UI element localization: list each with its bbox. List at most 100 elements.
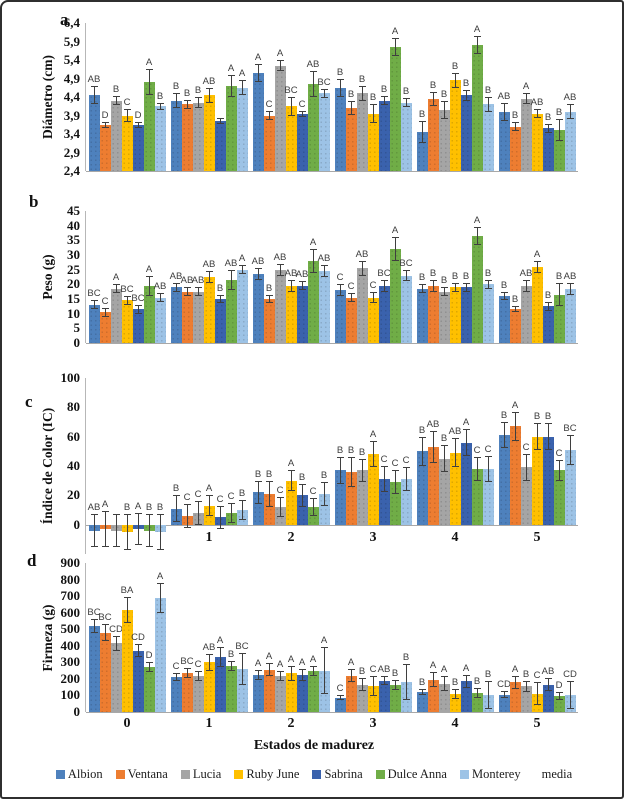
bar-ruby-june-state1 <box>203 662 215 712</box>
bar-dulce-anna-state5 <box>553 294 565 343</box>
error-bar <box>145 275 153 297</box>
error-bar <box>347 101 355 115</box>
error-bar <box>511 122 519 132</box>
significance-letter: A <box>522 81 530 93</box>
x-axis-line <box>86 171 578 172</box>
error-bar <box>265 294 273 304</box>
bar-albion-state3 <box>334 470 346 525</box>
legend-item-monterey: Monterey <box>459 767 521 782</box>
bar-albion-state4 <box>416 288 428 343</box>
bar-ruby-june-state2 <box>285 480 297 525</box>
legend-item-ruby-june: Ruby June <box>234 767 299 782</box>
error-bar <box>555 460 563 481</box>
error-bar <box>183 99 191 109</box>
x-axis-title: Estados de madurez <box>253 738 375 753</box>
significance-letter: A <box>533 248 541 260</box>
significance-letter: A <box>298 656 306 668</box>
significance-letter: AB <box>448 426 462 438</box>
significance-letter: B <box>500 279 508 291</box>
error-bar <box>276 671 284 682</box>
error-bar <box>484 455 492 483</box>
error-bar <box>462 89 470 101</box>
error-bar <box>336 78 344 97</box>
error-bar <box>451 438 459 468</box>
bar-ruby-june-state4 <box>449 80 461 171</box>
bar-lucia-state3 <box>356 684 368 712</box>
bar-sabrina-state5 <box>542 128 554 171</box>
error-bar <box>172 495 180 522</box>
error-bar <box>320 647 328 694</box>
bar-lucia-state4 <box>438 683 450 712</box>
significance-letter: A <box>276 659 284 671</box>
error-bar <box>380 466 388 493</box>
bar-sabrina-state4 <box>460 681 472 712</box>
x-tick-label: 5 <box>533 716 541 731</box>
bar-lucia-state3 <box>356 93 368 171</box>
bar-dulce-anna-state2 <box>307 671 319 712</box>
bar-sabrina-state1 <box>214 657 226 712</box>
error-bar <box>358 458 366 483</box>
error-bar <box>369 104 377 123</box>
bar-albion-state0 <box>88 304 100 343</box>
error-bar <box>134 644 142 658</box>
error-bar <box>254 268 262 280</box>
y-axis-line <box>85 211 86 343</box>
bar-ruby-june-state2 <box>285 285 297 343</box>
bar-ruby-june-state4 <box>449 452 461 525</box>
significance-letter: BC <box>563 423 577 435</box>
significance-letter: D <box>101 109 109 121</box>
significance-letter: B <box>347 89 355 101</box>
error-bar <box>101 307 109 317</box>
significance-letter: A <box>227 62 235 74</box>
significance-letter: BC <box>399 257 413 269</box>
error-bar <box>462 282 470 292</box>
error-bar <box>298 281 306 291</box>
bar-ventana-state4 <box>427 285 439 343</box>
x-axis-line <box>86 712 578 713</box>
significance-letter: C <box>336 683 344 695</box>
significance-letter: A <box>309 237 317 249</box>
bar-dulce-anna-state4 <box>471 468 483 525</box>
error-bar <box>555 692 563 701</box>
y-tick-label: 5 <box>73 320 81 336</box>
error-bar <box>309 498 317 516</box>
significance-letter: B <box>462 270 470 282</box>
y-axis-line <box>85 563 86 712</box>
error-bar <box>238 653 246 685</box>
significance-letter: B <box>265 468 273 480</box>
bar-ventana-state2 <box>263 299 275 343</box>
significance-letter: AB <box>295 269 309 281</box>
y-tick-label: 6,4 <box>63 15 80 30</box>
bar-ruby-june-state3 <box>367 454 379 525</box>
bar-lucia-state2 <box>274 65 286 171</box>
error-bar <box>156 293 164 302</box>
significance-letter: B <box>500 410 508 421</box>
significance-letter: B <box>402 86 410 98</box>
significance-letter: B <box>462 77 470 89</box>
bar-monterey-state5 <box>564 288 576 343</box>
error-bar <box>429 672 437 688</box>
bar-dulce-anna-state5 <box>553 696 565 712</box>
bar-sabrina-state1 <box>214 299 226 343</box>
error-bar <box>544 678 552 692</box>
bar-sabrina-state3 <box>378 100 390 171</box>
y-tick-label: 0 <box>73 516 81 532</box>
error-bar <box>216 505 224 530</box>
significance-letter: A <box>473 23 481 35</box>
significance-letter: D <box>555 680 563 692</box>
legend: Albion Ventana Lucia Ruby June Sabrina Dulce … <box>2 767 622 782</box>
significance-letter: A <box>391 225 399 237</box>
error-bar <box>555 119 563 142</box>
significance-letter: A <box>254 51 262 63</box>
bar-sabrina-state3 <box>378 680 390 712</box>
bar-ventana-state0 <box>99 632 111 712</box>
significance-letter: AB <box>530 97 544 109</box>
bar-monterey-state2 <box>318 271 330 343</box>
error-bar <box>358 678 366 692</box>
significance-letter: C <box>555 448 563 460</box>
significance-letter: AB <box>202 75 216 87</box>
error-bar <box>254 669 262 680</box>
bar-albion-state3 <box>334 290 346 343</box>
bar-monterey-state0 <box>154 597 166 712</box>
significance-letter: B <box>183 87 191 99</box>
